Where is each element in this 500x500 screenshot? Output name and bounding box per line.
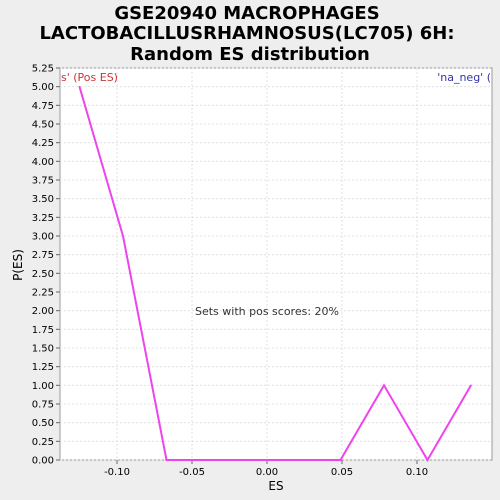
- y-tick-label: 1.00: [32, 381, 54, 392]
- y-axis-label: P(ES): [11, 249, 25, 281]
- y-tick-label: 3.25: [32, 213, 54, 224]
- x-tick-label: 0.00: [256, 467, 278, 478]
- x-tick-label: 0.05: [331, 467, 353, 478]
- y-tick-label: 5.00: [32, 82, 54, 93]
- y-tick-label: 0.50: [32, 418, 54, 429]
- data-point: [427, 459, 429, 461]
- x-axis-label: ES: [268, 479, 283, 493]
- data-point: [79, 86, 81, 88]
- y-tick-label: 1.25: [32, 362, 54, 373]
- annotation-center: Sets with pos scores: 20%: [195, 305, 339, 318]
- y-tick-label: 2.50: [32, 269, 54, 280]
- y-tick-label: 4.75: [32, 101, 54, 112]
- y-tick-label: 3.75: [32, 176, 54, 187]
- y-axis: 0.00 0.25 0.50 0.75 1.00 1.25 1.50 1.75 2.00 2.25…: [32, 64, 60, 467]
- y-tick-label: 4.50: [32, 120, 54, 131]
- y-tick-label: 2.75: [32, 250, 54, 261]
- y-tick-label: 0.00: [32, 456, 54, 467]
- data-point: [296, 459, 298, 461]
- x-tick-label: 0.10: [406, 467, 428, 478]
- x-axis: -0.10 -0.05 0.00 0.05 0.10: [104, 460, 428, 478]
- y-tick-label: 0.75: [32, 400, 54, 411]
- y-tick-label: 1.50: [32, 344, 54, 355]
- y-tick-label: 0.25: [32, 437, 54, 448]
- y-tick-label: 4.25: [32, 138, 54, 149]
- y-tick-label: 2.25: [32, 288, 54, 299]
- chart-title-line-3: Random ES distribution: [130, 44, 370, 65]
- annotation-left: s' (Pos ES): [61, 71, 118, 84]
- data-point: [253, 459, 255, 461]
- chart-title-line-1: GSE20940 MACROPHAGES: [114, 3, 379, 24]
- y-tick-label: 1.75: [32, 325, 54, 336]
- y-tick-label: 3.50: [32, 194, 54, 205]
- data-point: [122, 235, 124, 237]
- plot-area: [60, 68, 492, 460]
- data-point: [470, 385, 472, 387]
- y-tick-label: 5.25: [32, 64, 54, 75]
- data-point: [340, 459, 342, 461]
- x-tick-label: -0.05: [179, 467, 205, 478]
- y-tick-label: 4.00: [32, 157, 54, 168]
- data-point: [383, 385, 385, 387]
- y-tick-label: 3.00: [32, 232, 54, 243]
- data-point: [166, 459, 168, 461]
- annotation-right: 'na_neg' (: [437, 71, 491, 84]
- x-tick-label: -0.10: [104, 467, 130, 478]
- data-point: [209, 459, 211, 461]
- y-tick-label: 2.00: [32, 306, 54, 317]
- chart-title-line-2: LACTOBACILLUSRHAMNOSUS(LC705) 6H:: [39, 23, 454, 44]
